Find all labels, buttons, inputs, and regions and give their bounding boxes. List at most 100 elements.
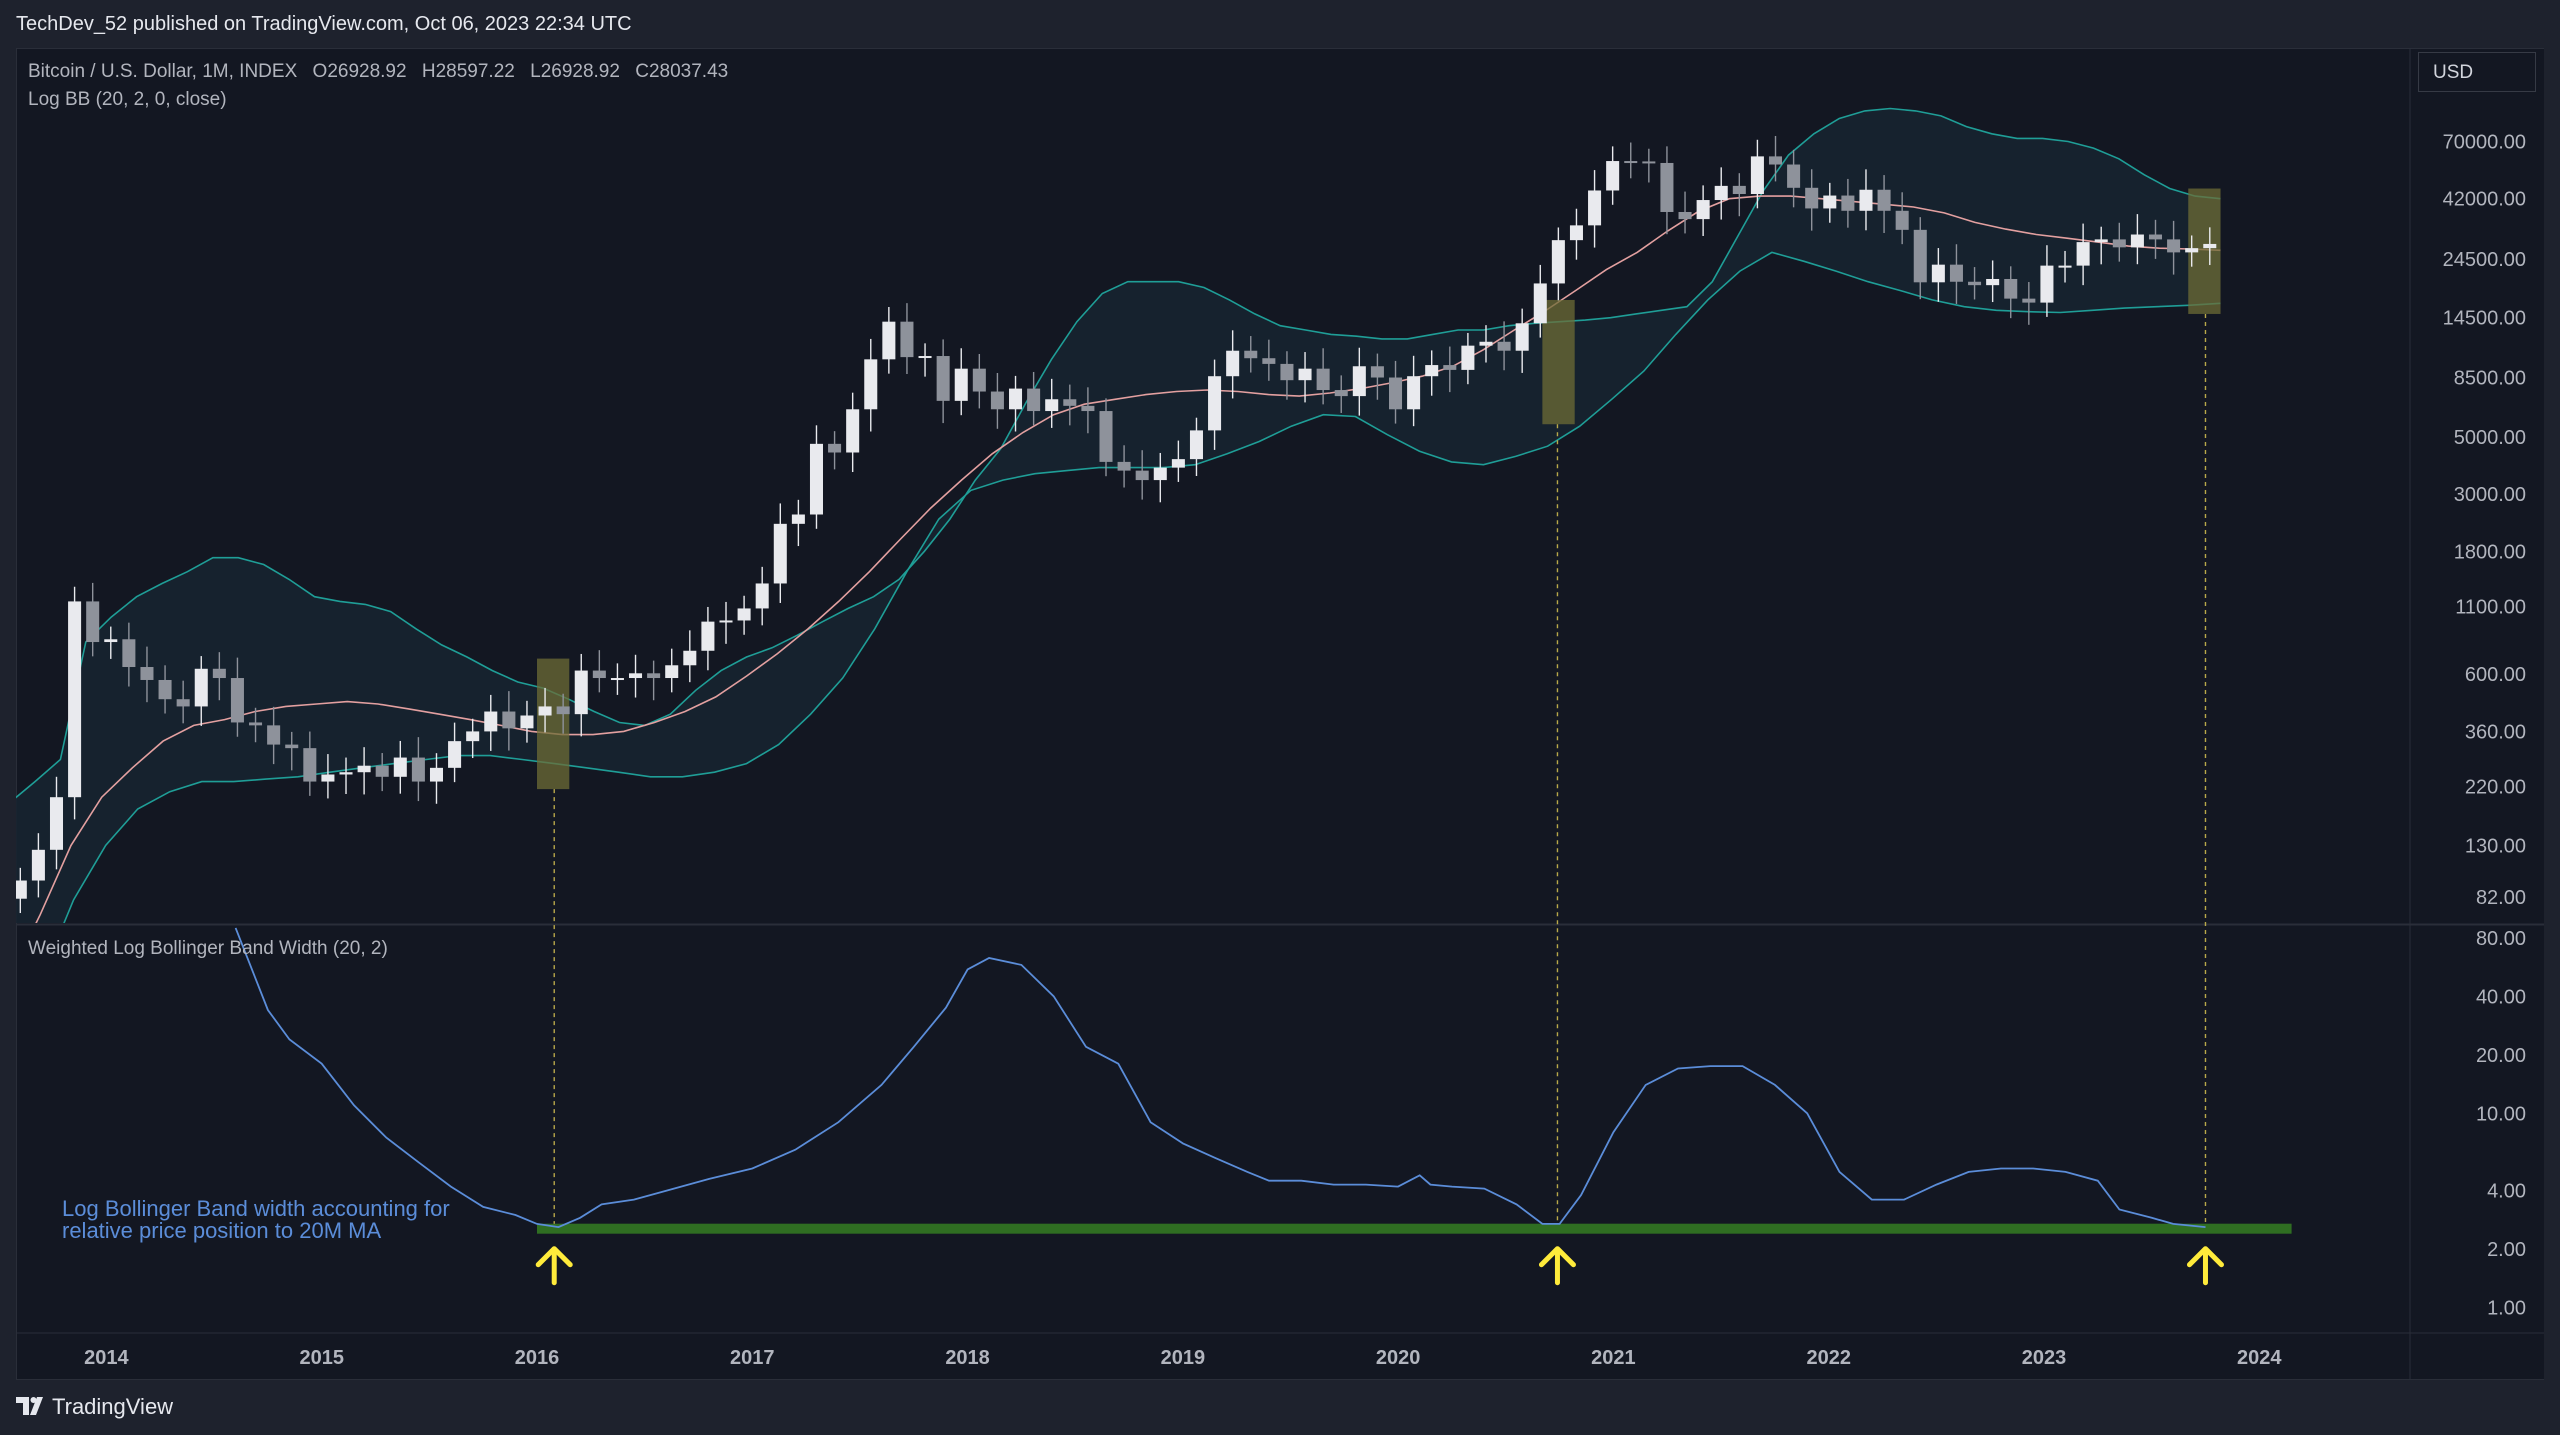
price-pane[interactable] xyxy=(10,107,2221,1055)
low-label: L xyxy=(530,61,541,82)
time-tick-label: 2018 xyxy=(945,1347,990,1369)
candle xyxy=(2022,282,2036,325)
candle-body xyxy=(882,321,896,360)
candle-body xyxy=(393,757,407,777)
price-tick-label: 8500.00 xyxy=(2454,368,2526,390)
time-tick-label: 2019 xyxy=(1161,1347,1206,1369)
tradingview-brand[interactable]: TradingView xyxy=(52,1394,174,1419)
price-tick-label: 600.00 xyxy=(2465,664,2526,686)
candle-body xyxy=(2022,298,2036,303)
candle-body xyxy=(1768,156,1783,165)
candle-body xyxy=(1696,200,1710,220)
candle-body xyxy=(1280,363,1294,381)
candle xyxy=(1099,398,1113,477)
up-arrow-icon xyxy=(1538,1246,1576,1286)
candle xyxy=(791,499,805,547)
candle-body xyxy=(1986,278,2000,286)
candle-body xyxy=(303,748,317,782)
candle xyxy=(1606,146,1620,205)
price-tick-label: 1100.00 xyxy=(2455,596,2526,618)
candle xyxy=(104,626,118,659)
candle-body xyxy=(122,639,136,668)
price-axis-background xyxy=(2410,49,2544,1379)
price-tick-label: 130.00 xyxy=(2465,835,2526,857)
candle-body xyxy=(1208,376,1222,431)
indicator-pane[interactable] xyxy=(234,927,2292,1234)
candle-body xyxy=(1533,283,1547,324)
candle xyxy=(556,693,570,734)
candle xyxy=(2112,222,2126,262)
candle xyxy=(140,646,154,703)
candle xyxy=(357,747,371,795)
candle-body xyxy=(972,368,986,392)
candle-body xyxy=(1877,189,1891,211)
candle-body xyxy=(828,443,842,453)
candle-body xyxy=(1298,368,1312,381)
candle-body xyxy=(1009,388,1023,410)
candle xyxy=(936,339,950,424)
candle xyxy=(2167,220,2181,275)
candle-body xyxy=(1226,350,1240,377)
candle xyxy=(1877,175,1891,234)
candle-body xyxy=(1407,376,1421,410)
candle xyxy=(809,425,823,529)
candle-body xyxy=(1244,350,1258,359)
price-tick-label: 1800.00 xyxy=(2454,541,2526,563)
candle-body xyxy=(31,849,45,881)
candle-body xyxy=(610,678,624,681)
candle xyxy=(773,503,787,603)
legend-indicator[interactable]: Log BB (20, 2, 0, close) xyxy=(28,89,227,110)
top-bar: TechDev_52 published on TradingView.com,… xyxy=(0,0,2560,48)
candle xyxy=(2130,214,2144,265)
candle xyxy=(1117,445,1131,488)
indicator-title[interactable]: Weighted Log Bollinger Band Width (20, 2… xyxy=(28,938,388,959)
candle-body xyxy=(1551,240,1565,284)
candle-body xyxy=(1189,430,1203,460)
candle xyxy=(1696,185,1710,236)
candle xyxy=(86,582,100,657)
candle xyxy=(972,353,986,409)
candle-body xyxy=(791,514,805,524)
candle xyxy=(2185,235,2199,267)
candle-body xyxy=(1443,365,1457,370)
candle-body xyxy=(520,715,534,729)
candle-body xyxy=(2040,265,2054,303)
candle xyxy=(1045,378,1059,428)
candle-body xyxy=(158,679,172,700)
candle xyxy=(1280,351,1294,400)
candle xyxy=(1949,244,1963,304)
candle-body xyxy=(2112,239,2126,248)
symbol-name[interactable]: Bitcoin / U.S. Dollar, 1M, INDEX xyxy=(28,61,298,82)
candle xyxy=(1009,375,1023,432)
candle xyxy=(122,622,136,687)
candle-body xyxy=(665,665,679,679)
candle-body xyxy=(1027,388,1041,412)
arrow-head xyxy=(1538,1246,1576,1268)
candle xyxy=(1588,170,1602,248)
currency-selector[interactable]: USD xyxy=(2418,52,2536,92)
candle-body xyxy=(68,601,82,798)
candle-body xyxy=(1352,366,1366,397)
annotation-line-2: relative price position to 20M MA xyxy=(62,1218,382,1243)
candle xyxy=(1298,352,1312,403)
candle-body xyxy=(1678,211,1692,220)
bb-lower-line xyxy=(63,251,2221,923)
candle xyxy=(882,307,896,374)
candle xyxy=(1027,371,1041,426)
high-label: H xyxy=(421,61,436,82)
candle xyxy=(1208,359,1222,450)
bb-fill xyxy=(16,108,2221,923)
candle xyxy=(375,753,389,792)
up-arrow-icon xyxy=(2186,1246,2224,1286)
indicator-tick-label: 2.00 xyxy=(2487,1239,2526,1261)
candle xyxy=(592,650,606,693)
tradingview-logo-icon[interactable] xyxy=(16,1395,48,1417)
candle xyxy=(285,731,299,771)
candle xyxy=(1968,267,1982,300)
overlay-layer xyxy=(535,313,2224,1286)
candle xyxy=(900,303,914,374)
candle-body xyxy=(502,711,516,729)
candle-body xyxy=(1750,156,1764,195)
candle-body xyxy=(2130,234,2144,248)
